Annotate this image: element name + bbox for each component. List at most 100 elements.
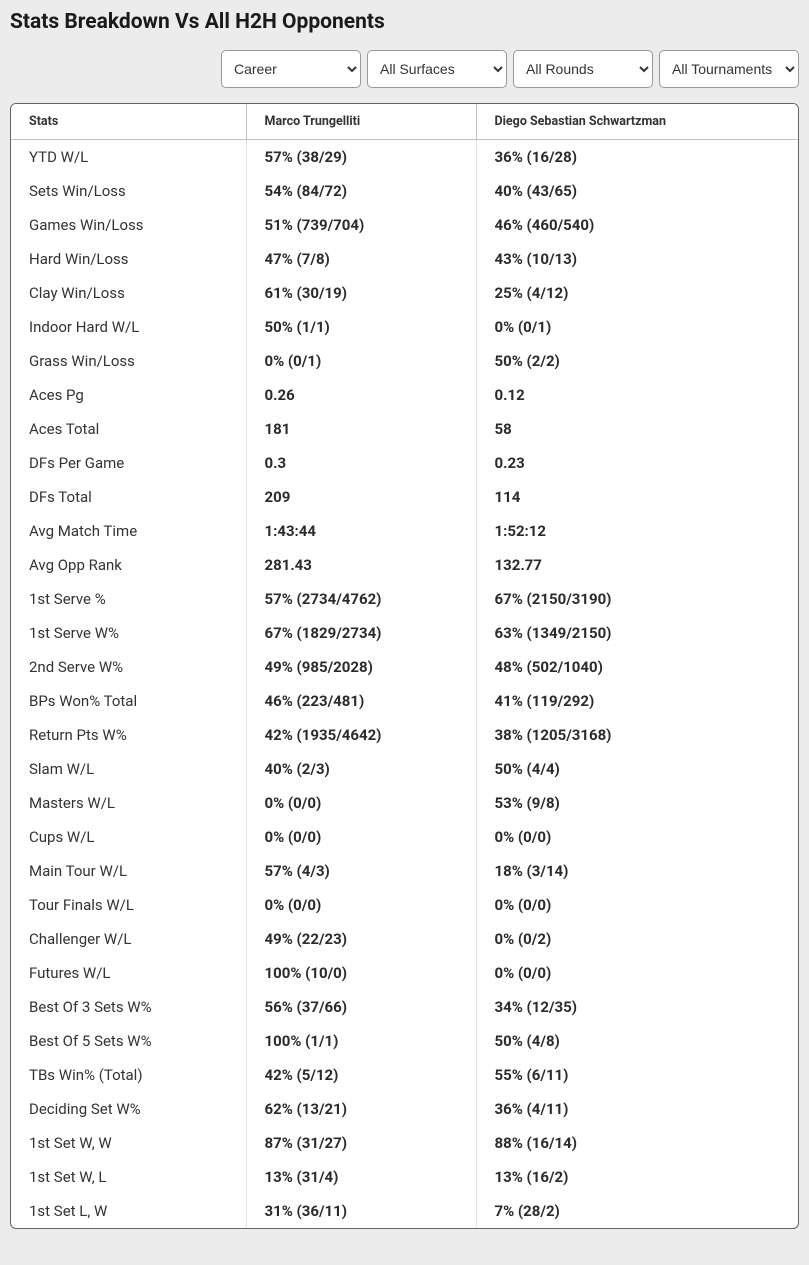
table-row: 1st Set W, W87% (31/27)88% (16/14) — [11, 1126, 798, 1160]
stat-value-p1: 50% (1/1) — [246, 310, 476, 344]
stat-value-p1: 0% (0/0) — [246, 786, 476, 820]
stat-value-p1: 61% (30/19) — [246, 276, 476, 310]
stat-value-p2: 18% (3/14) — [476, 854, 798, 888]
stat-label: Aces Total — [11, 412, 246, 446]
stat-label: Futures W/L — [11, 956, 246, 990]
stat-label: Cups W/L — [11, 820, 246, 854]
stat-value-p2: 1:52:12 — [476, 514, 798, 548]
surface-select[interactable]: All Surfaces — [367, 50, 507, 88]
stat-value-p1: 57% (2734/4762) — [246, 582, 476, 616]
table-row: YTD W/L57% (38/29)36% (16/28) — [11, 140, 798, 175]
stat-value-p1: 0% (0/0) — [246, 888, 476, 922]
stat-value-p2: 114 — [476, 480, 798, 514]
stat-value-p2: 46% (460/540) — [476, 208, 798, 242]
stat-label: Clay Win/Loss — [11, 276, 246, 310]
stat-label: Best Of 3 Sets W% — [11, 990, 246, 1024]
table-row: 2nd Serve W%49% (985/2028)48% (502/1040) — [11, 650, 798, 684]
stat-label: DFs Total — [11, 480, 246, 514]
stat-value-p2: 0% (0/1) — [476, 310, 798, 344]
table-row: BPs Won% Total46% (223/481)41% (119/292) — [11, 684, 798, 718]
stat-value-p2: 50% (2/2) — [476, 344, 798, 378]
tournament-select[interactable]: All Tournaments — [659, 50, 799, 88]
table-row: Avg Opp Rank281.43132.77 — [11, 548, 798, 582]
stat-value-p2: 55% (6/11) — [476, 1058, 798, 1092]
stat-label: TBs Win% (Total) — [11, 1058, 246, 1092]
stat-label: 1st Set L, W — [11, 1194, 246, 1228]
stat-value-p2: 36% (4/11) — [476, 1092, 798, 1126]
stat-label: BPs Won% Total — [11, 684, 246, 718]
stat-value-p1: 31% (36/11) — [246, 1194, 476, 1228]
header-stats: Stats — [11, 104, 246, 140]
stat-label: Indoor Hard W/L — [11, 310, 246, 344]
stat-value-p1: 1:43:44 — [246, 514, 476, 548]
stat-value-p1: 100% (10/0) — [246, 956, 476, 990]
header-player2: Diego Sebastian Schwartzman — [476, 104, 798, 140]
stat-value-p2: 34% (12/35) — [476, 990, 798, 1024]
stat-value-p2: 50% (4/8) — [476, 1024, 798, 1058]
stat-value-p1: 51% (739/704) — [246, 208, 476, 242]
table-row: 1st Set L, W31% (36/11)7% (28/2) — [11, 1194, 798, 1228]
stat-label: Grass Win/Loss — [11, 344, 246, 378]
stat-value-p2: 0% (0/0) — [476, 956, 798, 990]
stat-value-p2: 53% (9/8) — [476, 786, 798, 820]
stat-label: 1st Serve W% — [11, 616, 246, 650]
stat-label: 1st Set W, W — [11, 1126, 246, 1160]
stat-value-p2: 48% (502/1040) — [476, 650, 798, 684]
stat-value-p2: 0.23 — [476, 446, 798, 480]
stat-value-p1: 181 — [246, 412, 476, 446]
stat-label: YTD W/L — [11, 140, 246, 175]
stat-label: Best Of 5 Sets W% — [11, 1024, 246, 1058]
stat-value-p1: 0% (0/1) — [246, 344, 476, 378]
header-row: Stats Marco Trungelliti Diego Sebastian … — [11, 104, 798, 140]
stat-value-p2: 41% (119/292) — [476, 684, 798, 718]
stat-value-p2: 88% (16/14) — [476, 1126, 798, 1160]
table-row: Hard Win/Loss47% (7/8)43% (10/13) — [11, 242, 798, 276]
stat-label: Games Win/Loss — [11, 208, 246, 242]
table-row: 1st Serve W%67% (1829/2734)63% (1349/215… — [11, 616, 798, 650]
period-select[interactable]: Career — [221, 50, 361, 88]
filter-bar: Career All Surfaces All Rounds All Tourn… — [10, 50, 799, 88]
stat-value-p2: 25% (4/12) — [476, 276, 798, 310]
table-row: TBs Win% (Total)42% (5/12)55% (6/11) — [11, 1058, 798, 1092]
table-row: Best Of 5 Sets W%100% (1/1)50% (4/8) — [11, 1024, 798, 1058]
stat-value-p1: 42% (5/12) — [246, 1058, 476, 1092]
stat-label: Avg Match Time — [11, 514, 246, 548]
table-row: Cups W/L0% (0/0)0% (0/0) — [11, 820, 798, 854]
stat-value-p1: 49% (22/23) — [246, 922, 476, 956]
table-row: Aces Total18158 — [11, 412, 798, 446]
table-row: Games Win/Loss51% (739/704)46% (460/540) — [11, 208, 798, 242]
stat-value-p2: 7% (28/2) — [476, 1194, 798, 1228]
stat-value-p1: 87% (31/27) — [246, 1126, 476, 1160]
stat-label: Main Tour W/L — [11, 854, 246, 888]
stat-value-p2: 67% (2150/3190) — [476, 582, 798, 616]
page-title: Stats Breakdown Vs All H2H Opponents — [10, 10, 799, 34]
stat-value-p1: 281.43 — [246, 548, 476, 582]
stat-label: Slam W/L — [11, 752, 246, 786]
stat-label: Hard Win/Loss — [11, 242, 246, 276]
stat-value-p1: 49% (985/2028) — [246, 650, 476, 684]
stat-value-p1: 209 — [246, 480, 476, 514]
stat-value-p2: 0% (0/0) — [476, 888, 798, 922]
table-row: Grass Win/Loss0% (0/1)50% (2/2) — [11, 344, 798, 378]
header-player1: Marco Trungelliti — [246, 104, 476, 140]
stat-value-p1: 40% (2/3) — [246, 752, 476, 786]
stat-label: DFs Per Game — [11, 446, 246, 480]
stat-value-p2: 58 — [476, 412, 798, 446]
table-row: Futures W/L100% (10/0)0% (0/0) — [11, 956, 798, 990]
table-row: 1st Set W, L13% (31/4)13% (16/2) — [11, 1160, 798, 1194]
stat-value-p1: 100% (1/1) — [246, 1024, 476, 1058]
stat-value-p2: 40% (43/65) — [476, 174, 798, 208]
round-select[interactable]: All Rounds — [513, 50, 653, 88]
stats-table: Stats Marco Trungelliti Diego Sebastian … — [11, 104, 798, 1228]
table-row: Aces Pg0.260.12 — [11, 378, 798, 412]
stat-value-p1: 0.26 — [246, 378, 476, 412]
stat-label: Masters W/L — [11, 786, 246, 820]
stat-label: Challenger W/L — [11, 922, 246, 956]
table-row: Avg Match Time1:43:441:52:12 — [11, 514, 798, 548]
table-row: Masters W/L0% (0/0)53% (9/8) — [11, 786, 798, 820]
table-row: Deciding Set W%62% (13/21)36% (4/11) — [11, 1092, 798, 1126]
stat-value-p2: 0% (0/0) — [476, 820, 798, 854]
stat-label: Aces Pg — [11, 378, 246, 412]
stat-value-p1: 46% (223/481) — [246, 684, 476, 718]
table-row: Best Of 3 Sets W%56% (37/66)34% (12/35) — [11, 990, 798, 1024]
